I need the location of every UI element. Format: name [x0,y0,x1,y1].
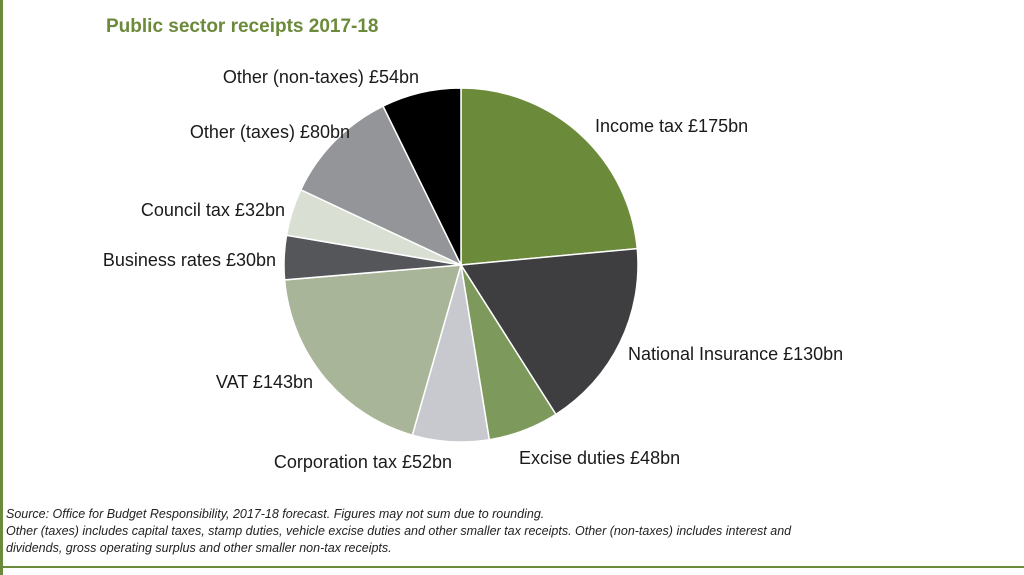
pie-slice-national-insurance [459,247,639,416]
pie-slice-income-tax [460,87,639,266]
pie-slices [283,87,639,443]
pie-label-vat: VAT £143bn [216,372,313,392]
chart-title: Public sector receipts 2017-18 [106,16,379,37]
pie-slice-other-non-taxes [382,87,462,266]
footnote: Source: Office for Budget Responsibility… [6,506,1006,557]
footnote-source: Source: Office for Budget Responsibility… [6,507,545,521]
bottom-accent-rule [0,566,1024,568]
left-accent-rule [0,0,3,575]
pie-slice-vat [283,264,463,437]
pie-label-income-tax: Income tax £175bn [595,116,748,136]
pie-label-excise-duties: Excise duties £48bn [519,448,680,468]
footnote-note-line-2: dividends, gross operating surplus and o… [6,541,392,555]
pie-label-other-taxes: Other (taxes) £80bn [190,122,350,142]
pie-label-corporation-tax: Corporation tax £52bn [274,452,452,472]
pie-label-council-tax: Council tax £32bn [141,200,285,220]
pie-slice-other-taxes [299,105,463,267]
footnote-note-line-1: Other (taxes) includes capital taxes, st… [6,524,792,538]
pie-label-national-insurance: National Insurance £130bn [628,344,843,364]
pie-label-business-rates: Business rates £30bn [103,250,276,270]
pie-chart: Income tax £175bn National Insurance £130… [103,67,843,472]
pie-labels: Income tax £175bn National Insurance £130… [103,67,843,472]
pie-label-other-non-taxes: Other (non-taxes) £54bn [223,67,419,87]
